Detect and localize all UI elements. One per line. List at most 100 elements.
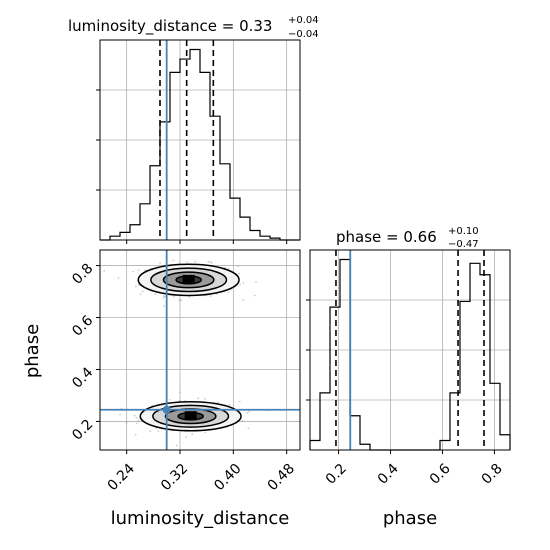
phase-xticklabel-1: 0.4 bbox=[375, 461, 402, 488]
density-peak-mode1 bbox=[184, 411, 197, 420]
scatter-point bbox=[119, 413, 121, 416]
lumdist-title-minus: −0.04 bbox=[288, 29, 319, 40]
phase-hist-title: phase = 0.66 bbox=[336, 228, 437, 246]
luminosity-distance-hist-panel: luminosity_distance = 0.33 +0.04 −0.04 bbox=[68, 15, 319, 244]
scatter-point bbox=[247, 427, 250, 430]
scatter-point bbox=[137, 419, 140, 422]
phase-hist-panel: 0.2 0.4 0.6 0.8 phase = 0.66 +0.10 −0.47 bbox=[306, 226, 511, 488]
scatter-point bbox=[132, 270, 134, 273]
scatter-point bbox=[154, 293, 157, 295]
twod-xticklabel-3: 0.48 bbox=[265, 461, 298, 494]
scatter-point bbox=[186, 261, 189, 264]
scatter-point bbox=[242, 282, 245, 284]
twod-yticklabel-0: 0.2 bbox=[69, 416, 96, 443]
scatter-point bbox=[248, 410, 251, 413]
scatter-point bbox=[159, 262, 162, 264]
twod-yticklabel-1: 0.4 bbox=[69, 364, 96, 391]
scatter-point bbox=[134, 433, 137, 436]
scatter-point bbox=[157, 430, 160, 433]
phase-xticklabel-3: 0.8 bbox=[479, 461, 506, 488]
lumdist-hist-quantiles bbox=[159, 40, 215, 240]
scatter-point bbox=[133, 414, 136, 417]
scatter-point bbox=[179, 391, 181, 394]
scatter-point bbox=[103, 269, 106, 272]
two-d-panel: 0.24 0.32 0.40 0.48 0.2 0.4 0.6 0.8 bbox=[69, 249, 301, 494]
scatter-point bbox=[204, 431, 207, 434]
scatter-point bbox=[238, 272, 241, 275]
phase-title-value: 0.66 bbox=[403, 228, 436, 246]
scatter-point bbox=[162, 305, 165, 308]
scatter-point bbox=[228, 404, 231, 406]
scatter-point bbox=[138, 284, 141, 287]
scatter-point bbox=[135, 422, 138, 425]
scatter-point bbox=[238, 400, 241, 403]
scatter-point bbox=[175, 444, 178, 447]
lumdist-title-param: luminosity_distance bbox=[68, 17, 217, 36]
scatter-point bbox=[172, 259, 175, 262]
scatter-point bbox=[137, 269, 140, 272]
scatter-point bbox=[194, 260, 197, 263]
lumdist-hist-series bbox=[100, 48, 300, 241]
phase-hist-quantiles bbox=[335, 250, 485, 450]
lumdist-hist-ticks bbox=[96, 89, 288, 244]
scatter-point bbox=[216, 401, 219, 404]
scatter-point bbox=[242, 298, 245, 301]
phase-xticklabel-2: 0.6 bbox=[427, 461, 454, 488]
lumdist-hist-step bbox=[100, 48, 300, 241]
scatter-point bbox=[191, 432, 194, 435]
phase-hist-grid bbox=[310, 250, 510, 450]
phase-xticklabel-0: 0.2 bbox=[323, 461, 350, 488]
scatter-point bbox=[209, 295, 212, 297]
scatter-point bbox=[125, 421, 128, 424]
phase-title-minus: −0.47 bbox=[448, 239, 479, 250]
twod-truth bbox=[100, 250, 300, 450]
scatter-point bbox=[135, 285, 137, 288]
twod-frame bbox=[99, 249, 301, 451]
density-peak-mode0 bbox=[182, 274, 195, 283]
scatter-point bbox=[253, 294, 256, 297]
x-axis-label-lumdist: luminosity_distance bbox=[111, 508, 290, 529]
scatter-point bbox=[207, 260, 210, 263]
twod-xticklabel-1: 0.32 bbox=[158, 461, 191, 494]
scatter-point bbox=[209, 260, 212, 263]
scatter-point bbox=[246, 412, 249, 414]
lumdist-title-value: 0.33 bbox=[239, 17, 272, 35]
y-axis-label-phase: phase bbox=[22, 324, 43, 378]
lumdist-hist-title: luminosity_distance = 0.33 bbox=[68, 17, 272, 36]
scatter-point bbox=[162, 296, 165, 299]
scatter-point bbox=[185, 436, 187, 438]
twod-truth-marker bbox=[162, 405, 171, 414]
scatter-point bbox=[188, 296, 191, 298]
twod-xticklabel-0: 0.24 bbox=[105, 461, 138, 494]
scatter-point bbox=[141, 290, 144, 293]
scatter-point bbox=[239, 283, 242, 286]
scatter-point bbox=[227, 291, 230, 294]
twod-yticklabel-2: 0.6 bbox=[69, 313, 96, 340]
scatter-point bbox=[162, 295, 165, 298]
phase-hist-frame bbox=[309, 249, 511, 451]
twod-xticklabel-2: 0.40 bbox=[211, 461, 244, 494]
scatter-point bbox=[204, 397, 206, 400]
scatter-point bbox=[168, 398, 171, 401]
lumdist-title-plus: +0.04 bbox=[288, 15, 319, 26]
scatter-point bbox=[149, 430, 152, 433]
lumdist-hist-frame bbox=[99, 39, 301, 241]
twod-yticklabel-3: 0.8 bbox=[69, 261, 96, 288]
scatter-point bbox=[227, 267, 230, 270]
scatter-point bbox=[135, 416, 138, 419]
lumdist-hist-grid bbox=[100, 40, 300, 240]
phase-title-plus: +0.10 bbox=[448, 226, 479, 237]
scatter-point bbox=[255, 281, 257, 283]
scatter-point bbox=[210, 261, 213, 264]
scatter-point bbox=[139, 293, 142, 296]
x-axis-label-phase: phase bbox=[383, 508, 437, 529]
scatter-point bbox=[241, 419, 244, 422]
scatter-point bbox=[172, 295, 175, 298]
scatter-point bbox=[180, 299, 183, 302]
phase-title-param: phase bbox=[336, 228, 381, 246]
scatter-point bbox=[197, 397, 200, 400]
scatter-point bbox=[117, 277, 120, 279]
scatter-point bbox=[237, 265, 240, 268]
scatter-point bbox=[178, 299, 181, 302]
